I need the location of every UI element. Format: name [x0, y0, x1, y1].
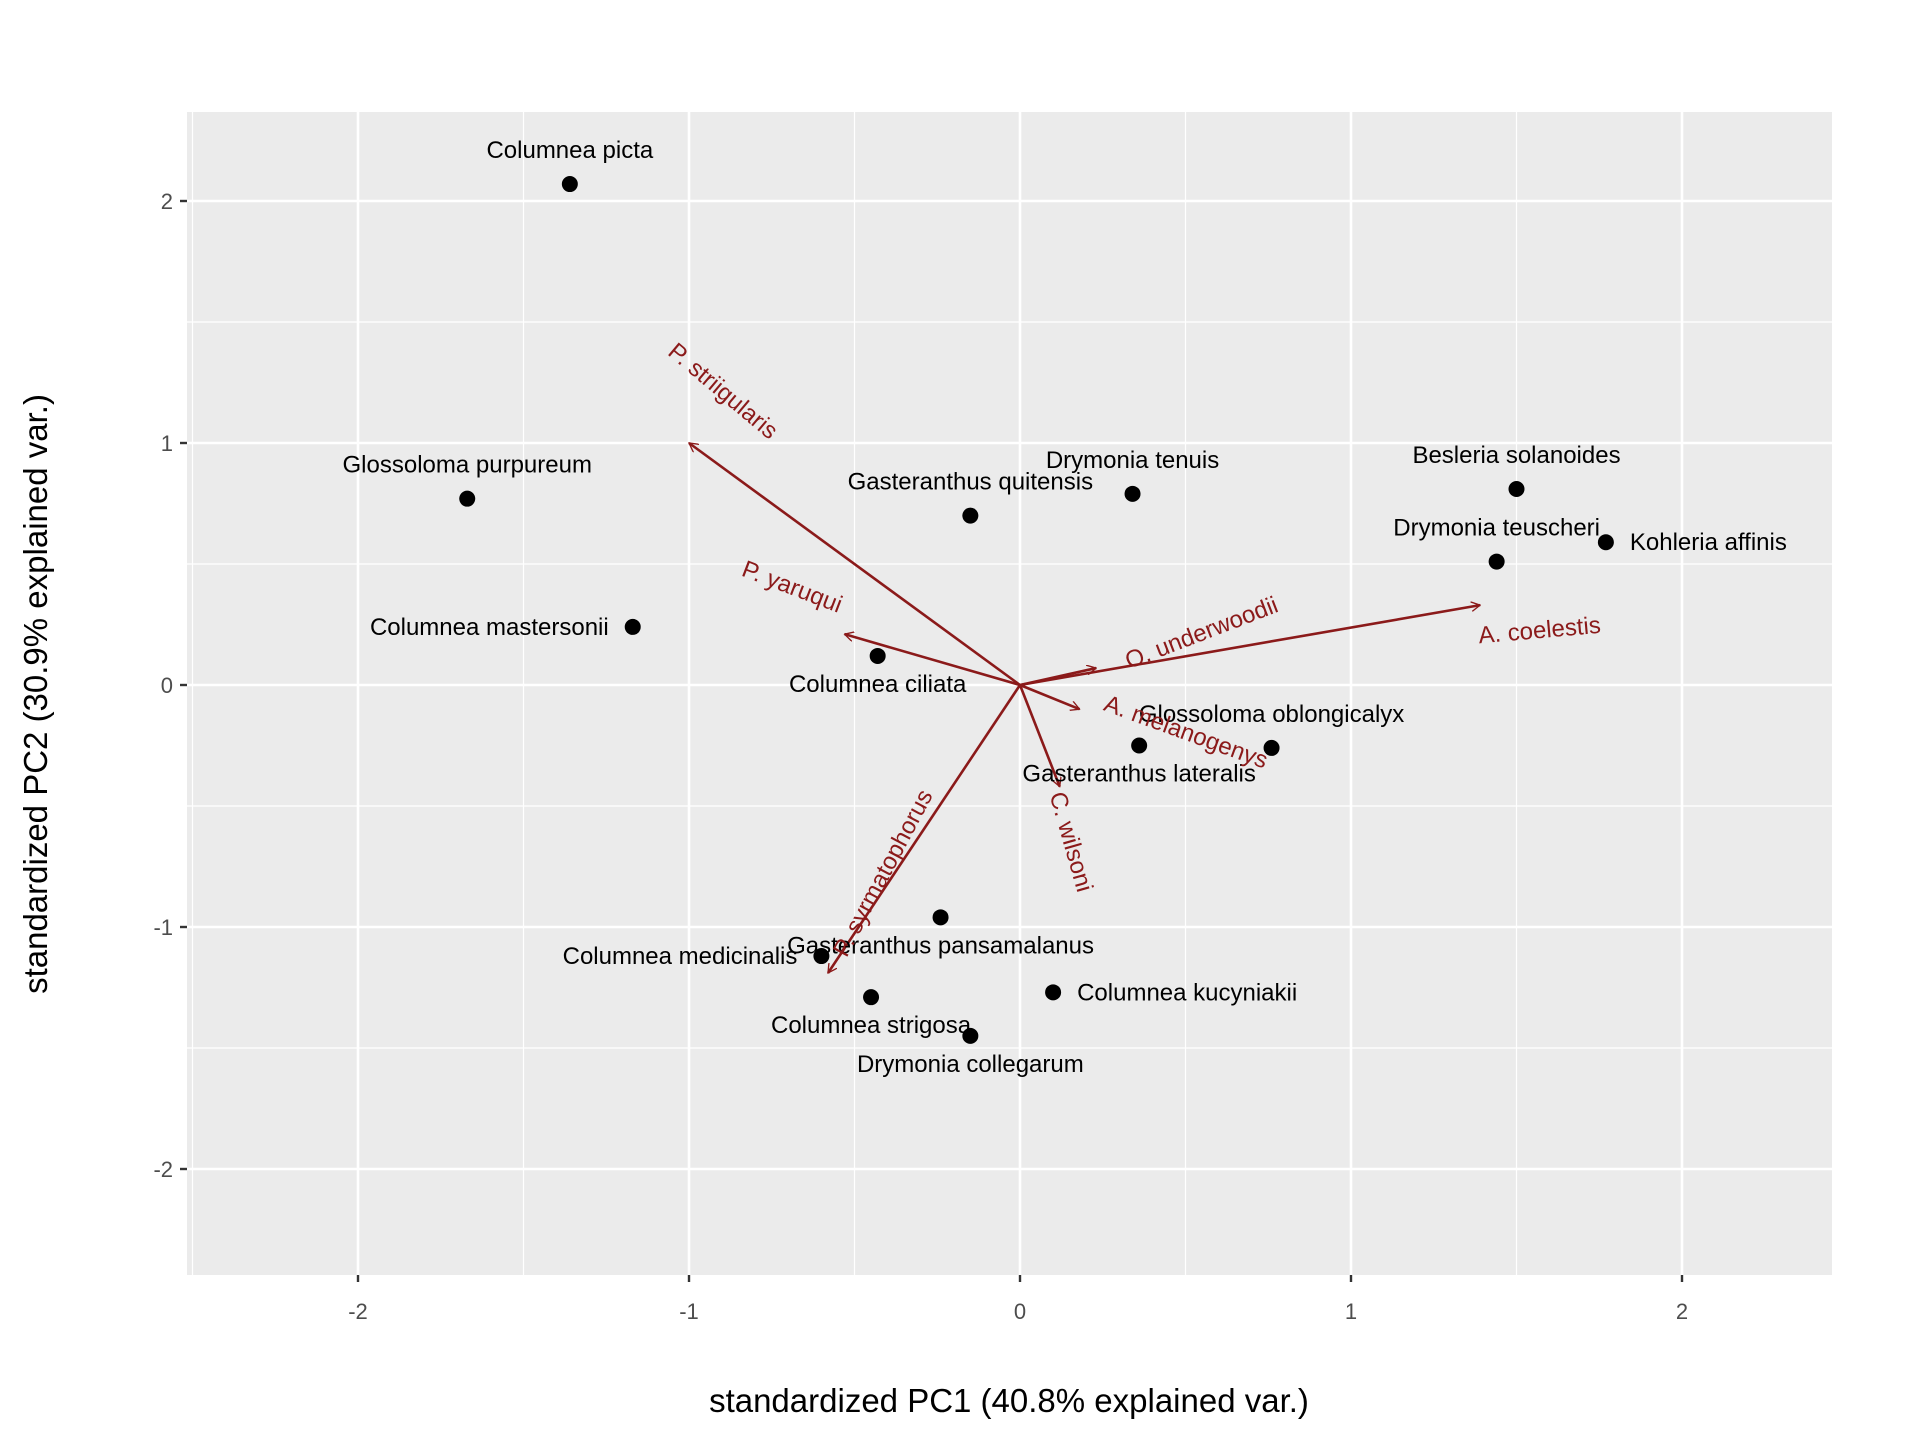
- point-label: Glossoloma purpureum: [343, 452, 592, 479]
- point-label: Besleria solanoides: [1412, 442, 1620, 469]
- data-point: [1124, 485, 1141, 502]
- y-tick-label: 2: [161, 189, 173, 214]
- point-label: Columnea picta: [486, 137, 653, 164]
- grid-major-lines: [187, 112, 1832, 1275]
- loading-arrow: [845, 634, 1021, 687]
- y-tick-label: 0: [161, 673, 173, 698]
- loading-arrow: [1019, 605, 1480, 687]
- loading-arrows: [689, 441, 1480, 973]
- data-point: [459, 490, 476, 507]
- data-point: [869, 647, 886, 664]
- point-label: Drymonia teuscheri: [1393, 515, 1600, 542]
- point-label: Gasteranthus lateralis: [1022, 761, 1255, 788]
- data-point: [624, 618, 641, 635]
- y-axis-tick-labels: -2 -1 0 1 2: [153, 189, 173, 1182]
- point-label: Kohleria affinis: [1630, 529, 1787, 556]
- data-point: [962, 1027, 979, 1044]
- y-tick-label: -1: [153, 915, 173, 940]
- data-point: [813, 948, 830, 965]
- x-axis-tick-labels: -2 -1 0 1 2: [348, 1299, 1688, 1324]
- data-point: [1508, 480, 1525, 497]
- plot-panel: [187, 112, 1832, 1275]
- data-points: [459, 176, 1614, 1044]
- x-tick-label: -2: [348, 1299, 368, 1324]
- y-tick-label: 1: [161, 431, 173, 456]
- point-label: Drymonia tenuis: [1046, 447, 1219, 474]
- y-axis-title: standardized PC2 (30.9% explained var.): [17, 394, 54, 994]
- point-label: Glossoloma oblongicalyx: [1139, 701, 1404, 728]
- point-label: Gasteranthus quitensis: [848, 469, 1093, 496]
- x-tick-label: 1: [1345, 1299, 1357, 1324]
- loading-arrow: [1018, 684, 1060, 787]
- x-tick-label: 2: [1676, 1299, 1688, 1324]
- data-point: [1131, 737, 1148, 754]
- x-axis-title: standardized PC1 (40.8% explained var.): [709, 1382, 1309, 1419]
- data-point: [863, 989, 880, 1006]
- data-point: [1597, 534, 1614, 551]
- data-point: [1263, 739, 1280, 756]
- loading-arrow: [1019, 683, 1080, 709]
- data-point: [1488, 553, 1505, 570]
- y-tick-label: -2: [153, 1157, 173, 1182]
- axis-ticks: [180, 199, 1684, 1282]
- data-point: [962, 507, 979, 524]
- point-label: Columnea mastersonii: [370, 614, 609, 641]
- point-label: Columnea strigosa: [771, 1012, 972, 1039]
- x-tick-label: -1: [679, 1299, 699, 1324]
- point-label: Columnea ciliata: [789, 671, 967, 698]
- grid-minor-lines: [187, 112, 1832, 1275]
- data-point: [1045, 984, 1062, 1001]
- point-label: Columnea kucyniakii: [1077, 979, 1297, 1006]
- loading-arrow: [826, 684, 1022, 973]
- data-point: [561, 176, 578, 193]
- point-labels: Columnea picta Glossoloma purpureum Gaster…: [343, 137, 1787, 1078]
- point-label: Columnea medicinalis: [563, 943, 798, 970]
- point-label: Gasteranthus pansamalanus: [787, 932, 1094, 959]
- loading-arrow: [689, 441, 1021, 687]
- data-point: [932, 909, 949, 926]
- point-label: Drymonia collegarum: [857, 1051, 1084, 1078]
- x-tick-label: 0: [1014, 1299, 1026, 1324]
